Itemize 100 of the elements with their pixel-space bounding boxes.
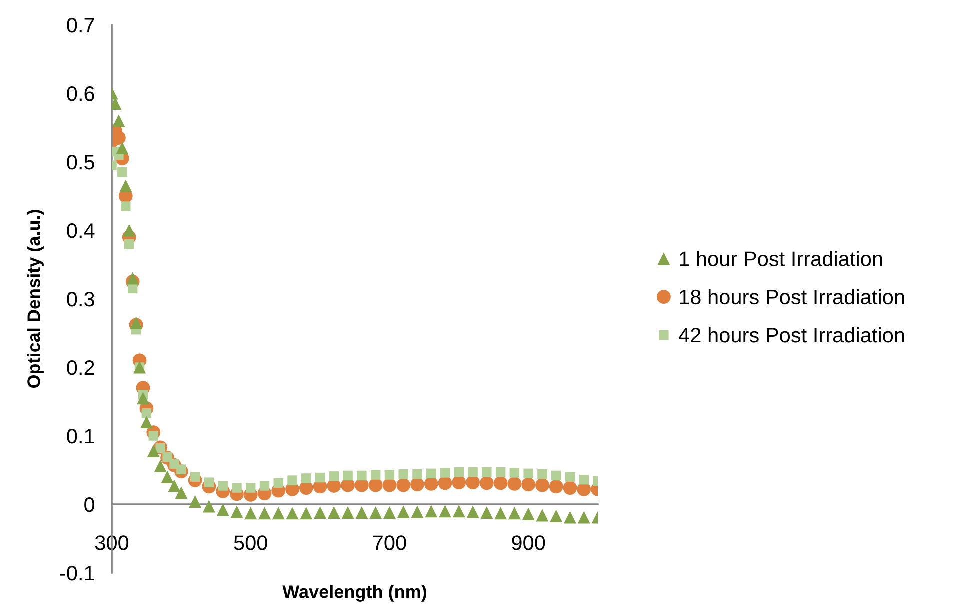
x-axis-title: Wavelength (nm) (282, 585, 426, 602)
point (468, 467, 478, 478)
point (142, 408, 152, 418)
legend-label: 1 hour Post Irradiation (680, 251, 882, 266)
point (452, 476, 466, 490)
point (454, 467, 464, 478)
point (538, 470, 548, 480)
point (579, 474, 589, 485)
point (218, 481, 228, 491)
point (288, 476, 298, 486)
point (550, 510, 563, 522)
point (508, 507, 521, 520)
point (260, 481, 270, 491)
point (424, 477, 438, 491)
point (356, 506, 368, 519)
point (551, 470, 562, 481)
point (425, 505, 438, 518)
point (216, 504, 230, 516)
y-axis-title: Optical Density (a.u.) (27, 210, 44, 388)
point (370, 470, 381, 480)
x-tick-label: 700 (373, 536, 406, 550)
point (480, 476, 494, 490)
point (508, 477, 522, 491)
point (130, 316, 143, 330)
point (368, 478, 383, 492)
point (396, 478, 411, 492)
point (120, 180, 132, 192)
point (412, 470, 422, 480)
point (286, 507, 299, 520)
point (426, 468, 436, 479)
y-tick-label: 0 (84, 498, 95, 512)
point (314, 506, 327, 519)
point (452, 505, 466, 518)
point (494, 476, 508, 490)
point (536, 478, 550, 492)
point (438, 476, 452, 490)
y-tick-label: 0.6 (67, 86, 94, 102)
point (466, 476, 480, 490)
point (147, 444, 160, 458)
point (466, 506, 480, 518)
point (189, 496, 202, 508)
point (357, 470, 367, 481)
point (116, 142, 129, 155)
point (510, 468, 520, 478)
point (522, 478, 536, 492)
point (302, 474, 312, 484)
point (230, 506, 244, 518)
point (272, 507, 285, 520)
y-tick-label: 0.4 (67, 224, 95, 238)
point (578, 511, 590, 524)
point (128, 284, 138, 294)
point (342, 506, 354, 519)
point (315, 472, 326, 483)
point (175, 486, 188, 500)
point (244, 507, 258, 520)
point (232, 483, 242, 493)
point (124, 239, 134, 250)
y-tick-label: -0.1 (60, 566, 94, 581)
point (118, 167, 128, 178)
point (123, 224, 136, 237)
point (382, 478, 397, 492)
point (383, 506, 396, 519)
point (329, 472, 340, 482)
point (136, 392, 150, 405)
point (300, 507, 313, 520)
point (161, 470, 174, 484)
point (524, 468, 534, 479)
x-tick-label: 300 (95, 536, 129, 550)
y-tick-label: 0.7 (67, 18, 94, 33)
point (496, 467, 506, 478)
point (522, 508, 535, 520)
point (370, 506, 382, 519)
y-tick-label: 0.2 (67, 360, 94, 376)
point (246, 483, 256, 493)
point (140, 416, 153, 429)
y-tick-label: 0.3 (67, 292, 94, 307)
point (274, 478, 284, 488)
x-tick-label: 900 (512, 536, 546, 550)
point (154, 460, 167, 472)
point (397, 506, 410, 518)
point (258, 507, 271, 520)
point (384, 470, 395, 480)
y-tick-label: 0.1 (67, 429, 94, 444)
point (494, 507, 508, 520)
point (112, 114, 126, 128)
point (536, 509, 549, 522)
point (480, 506, 494, 519)
point (410, 478, 424, 492)
point (328, 506, 340, 519)
point (439, 505, 452, 518)
point (202, 500, 216, 513)
point (121, 202, 131, 212)
legend-label: 18 hours Post Irradiation (680, 289, 904, 305)
point (411, 506, 424, 518)
x-tick-label: 500 (234, 536, 268, 550)
point (549, 480, 564, 494)
point (343, 470, 353, 481)
point (126, 272, 140, 285)
point (168, 480, 181, 492)
point (482, 467, 492, 478)
